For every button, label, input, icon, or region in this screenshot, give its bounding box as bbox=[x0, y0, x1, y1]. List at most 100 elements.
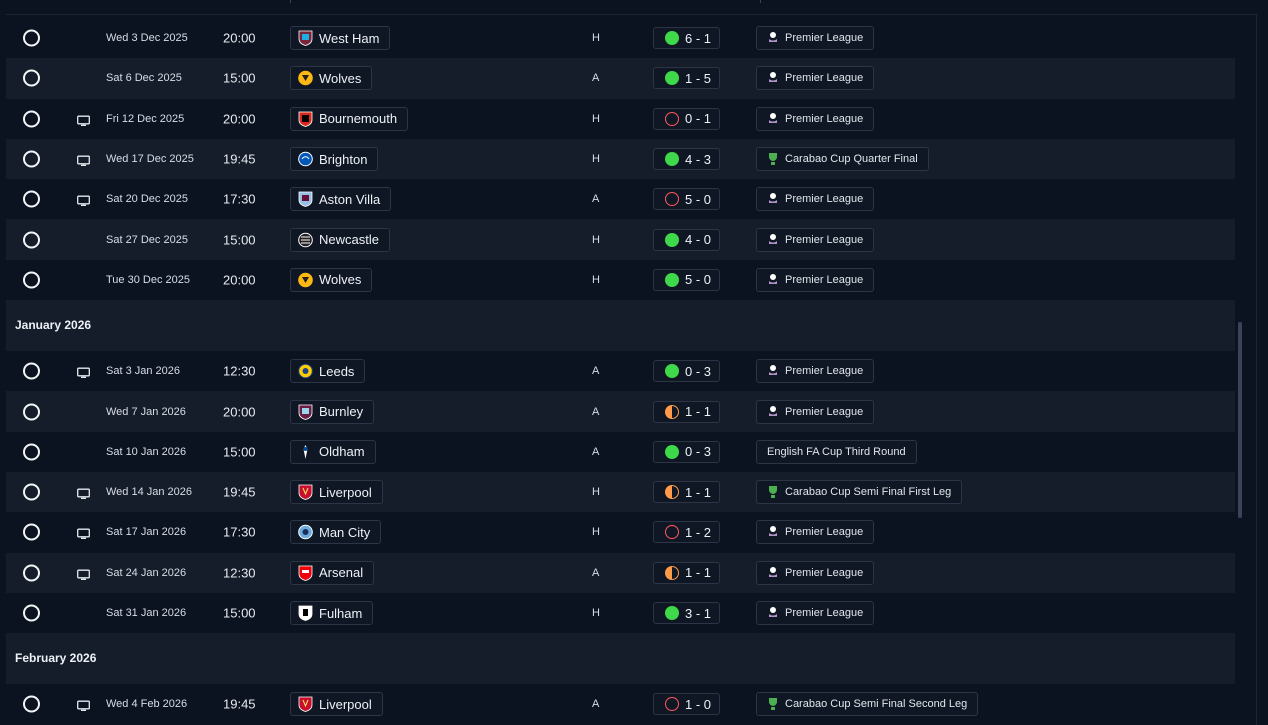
premier-league-icon bbox=[767, 566, 779, 580]
fixture-row[interactable]: Sat 17 Jan 2026 17:30 Man City H 1 - 2 Premie… bbox=[6, 512, 1235, 552]
fixture-status-circle-icon[interactable] bbox=[23, 523, 40, 541]
result-chip[interactable]: 1 - 2 bbox=[653, 521, 721, 544]
fixture-status-circle-icon[interactable] bbox=[23, 231, 40, 249]
venue-indicator: H bbox=[592, 153, 600, 166]
scrollbar-thumb[interactable] bbox=[1238, 322, 1242, 518]
tv-broadcast-icon bbox=[77, 567, 90, 580]
fixture-row[interactable]: Sat 10 Jan 2026 15:00 Oldham A 0 - 3 English … bbox=[6, 432, 1235, 472]
result-chip[interactable]: 1 - 1 bbox=[653, 561, 721, 584]
result-win-icon bbox=[665, 152, 679, 167]
opponent-chip[interactable]: Arsenal bbox=[290, 560, 375, 585]
fixture-time: 19:45 bbox=[223, 151, 256, 167]
competition-chip[interactable]: Premier League bbox=[756, 560, 875, 585]
result-win-icon bbox=[665, 364, 679, 379]
competition-chip[interactable]: Premier League bbox=[756, 106, 875, 131]
fixture-time: 15:00 bbox=[223, 444, 256, 460]
fixture-status-circle-icon[interactable] bbox=[23, 403, 40, 421]
result-chip[interactable]: 5 - 0 bbox=[653, 268, 721, 291]
result-chip[interactable]: 4 - 0 bbox=[653, 228, 721, 251]
opponent-chip[interactable]: Liverpool bbox=[290, 692, 383, 717]
venue-indicator: H bbox=[592, 233, 600, 246]
fixture-row[interactable]: Sat 31 Jan 2026 15:00 Fulham H 3 - 1 Premier … bbox=[6, 593, 1235, 633]
fixture-row[interactable]: Sat 27 Dec 2025 15:00 Newcastle H 4 - 0 Premi… bbox=[6, 219, 1235, 260]
fixture-row[interactable]: Wed 14 Jan 2026 19:45 Liverpool H 1 - 1 Carab… bbox=[6, 471, 1235, 513]
fixture-time: 20:00 bbox=[223, 111, 256, 127]
result-chip[interactable]: 0 - 3 bbox=[653, 360, 721, 383]
fixture-row[interactable]: Fri 12 Dec 2025 20:00 Bournemouth H 0 - 1 Pre… bbox=[6, 99, 1235, 139]
fixture-status-circle-icon[interactable] bbox=[23, 695, 40, 713]
fixture-status-circle-icon[interactable] bbox=[23, 483, 40, 501]
opponent-chip[interactable]: Liverpool bbox=[290, 480, 383, 505]
competition-chip[interactable]: Premier League bbox=[756, 187, 875, 212]
result-loss-icon bbox=[665, 192, 679, 207]
fixture-row[interactable]: Sat 24 Jan 2026 12:30 Arsenal A 1 - 1 Premier… bbox=[6, 552, 1235, 593]
fixture-status-circle-icon[interactable] bbox=[23, 29, 40, 47]
fixture-status-circle-icon[interactable] bbox=[23, 443, 40, 461]
opponent-chip[interactable]: Leeds bbox=[290, 359, 366, 384]
fixture-row[interactable]: Wed 4 Feb 2026 19:45 Liverpool A 1 - 0 Caraba… bbox=[6, 684, 1235, 724]
opponent-chip[interactable]: Aston Villa bbox=[290, 187, 392, 212]
fixture-status-circle-icon[interactable] bbox=[23, 190, 40, 208]
result-chip[interactable]: 0 - 1 bbox=[653, 107, 721, 130]
opponent-chip[interactable]: Wolves bbox=[290, 267, 373, 292]
fixture-date: Wed 7 Jan 2026 bbox=[106, 405, 186, 418]
opponent-chip[interactable]: West Ham bbox=[290, 26, 391, 51]
competition-name: Premier League bbox=[785, 112, 864, 125]
fixture-status-circle-icon[interactable] bbox=[23, 271, 40, 289]
opponent-name: Man City bbox=[319, 524, 371, 540]
competition-chip[interactable]: Premier League bbox=[756, 66, 875, 91]
result-chip[interactable]: 6 - 1 bbox=[653, 27, 721, 50]
competition-chip[interactable]: Premier League bbox=[756, 359, 875, 384]
result-chip[interactable]: 1 - 5 bbox=[653, 67, 721, 90]
fixture-row[interactable]: Tue 30 Dec 2025 20:00 Wolves H 5 - 0 Premier … bbox=[6, 260, 1235, 300]
competition-chip[interactable]: Carabao Cup Semi Final Second Leg bbox=[756, 692, 979, 717]
result-win-icon bbox=[665, 272, 679, 287]
opponent-chip[interactable]: Bournemouth bbox=[290, 106, 409, 131]
fixture-status-circle-icon[interactable] bbox=[23, 110, 40, 128]
opponent-chip[interactable]: Man City bbox=[290, 520, 382, 545]
fixture-row[interactable]: Sat 20 Dec 2025 17:30 Aston Villa A 5 - 0 Pre… bbox=[6, 179, 1235, 219]
fixture-status-circle-icon[interactable] bbox=[23, 150, 40, 168]
opponent-chip[interactable]: Burnley bbox=[290, 399, 375, 424]
opponent-chip[interactable]: Newcastle bbox=[290, 227, 390, 252]
competition-chip[interactable]: Carabao Cup Quarter Final bbox=[756, 147, 929, 172]
fixture-row[interactable]: Sat 3 Jan 2026 12:30 Leeds A 0 - 3 Premier Le… bbox=[6, 351, 1235, 391]
fixture-row[interactable]: Sat 6 Dec 2025 15:00 Wolves A 1 - 5 Premier L… bbox=[6, 58, 1235, 99]
result-loss-icon bbox=[665, 697, 679, 712]
fixture-status-circle-icon[interactable] bbox=[23, 362, 40, 380]
competition-chip[interactable]: Premier League bbox=[756, 520, 875, 545]
competition-chip[interactable]: Premier League bbox=[756, 399, 875, 424]
competition-chip[interactable]: Premier League bbox=[756, 227, 875, 252]
result-loss-icon bbox=[665, 525, 679, 540]
brighton-crest-icon bbox=[298, 151, 313, 167]
opponent-chip[interactable]: Brighton bbox=[290, 147, 379, 172]
result-score: 4 - 3 bbox=[685, 151, 712, 167]
opponent-chip[interactable]: Fulham bbox=[290, 601, 374, 625]
result-chip[interactable]: 4 - 3 bbox=[653, 148, 721, 171]
fixture-status-circle-icon[interactable] bbox=[23, 564, 40, 582]
result-chip[interactable]: 1 - 1 bbox=[653, 481, 721, 504]
tv-broadcast-icon bbox=[77, 366, 90, 379]
fixture-status-circle-icon[interactable] bbox=[23, 604, 40, 622]
result-loss-icon bbox=[665, 111, 679, 126]
result-chip[interactable]: 3 - 1 bbox=[653, 602, 721, 624]
result-chip[interactable]: 1 - 0 bbox=[653, 693, 721, 716]
competition-chip[interactable]: English FA Cup Third Round bbox=[756, 439, 917, 464]
opponent-chip[interactable]: Oldham bbox=[290, 439, 376, 464]
result-chip[interactable]: 0 - 3 bbox=[653, 440, 721, 463]
opponent-name: Newcastle bbox=[319, 232, 379, 248]
competition-chip[interactable]: Premier League bbox=[756, 26, 875, 51]
fixture-row[interactable]: Wed 7 Jan 2026 20:00 Burnley A 1 - 1 Premier … bbox=[6, 391, 1235, 432]
fixture-status-circle-icon[interactable] bbox=[23, 69, 40, 87]
competition-chip[interactable]: Premier League bbox=[756, 267, 875, 292]
result-chip[interactable]: 5 - 0 bbox=[653, 188, 721, 211]
venue-indicator: A bbox=[592, 365, 600, 378]
opponent-chip[interactable]: Wolves bbox=[290, 66, 373, 91]
competition-chip[interactable]: Carabao Cup Semi Final First Leg bbox=[756, 480, 963, 505]
competition-chip[interactable]: Premier League bbox=[756, 601, 875, 625]
scrollbar-track[interactable] bbox=[1256, 14, 1257, 725]
fixture-row[interactable]: Wed 17 Dec 2025 19:45 Brighton H 4 - 3 Caraba… bbox=[6, 138, 1235, 180]
fixture-row[interactable]: Wed 3 Dec 2025 20:00 West Ham H 6 - 1 Premier… bbox=[6, 18, 1235, 58]
leeds-crest-icon bbox=[298, 363, 313, 379]
result-chip[interactable]: 1 - 1 bbox=[653, 400, 721, 423]
